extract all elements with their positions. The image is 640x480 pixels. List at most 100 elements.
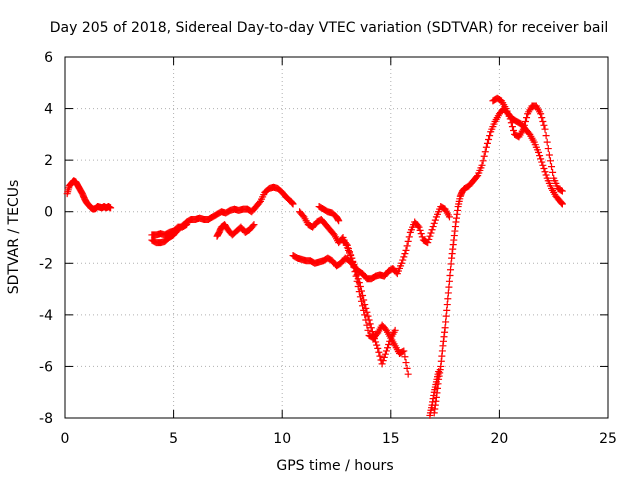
data-point [360,296,368,304]
data-point [364,312,372,320]
data-point [399,256,407,264]
data-point [371,335,379,343]
data-point [385,341,393,349]
data-point [343,241,351,249]
y-tick-label: -2 [39,256,53,272]
data-point [482,143,490,151]
y-tick-label: -8 [39,411,53,427]
data-point [473,173,481,181]
y-tick-label: 4 [44,102,53,118]
data-point [403,242,411,250]
data-point [557,186,565,194]
x-tick-label: 10 [273,431,291,447]
data-point [541,168,549,176]
data-point [378,360,386,368]
data-point [538,158,546,166]
y-tick-label: 0 [44,205,53,221]
data-point [382,347,390,355]
data-point [379,357,387,365]
data-point [381,350,389,358]
data-point [542,132,550,140]
data-point [416,226,424,234]
axis-ticks [64,56,609,419]
data-point [342,240,350,248]
data-point [404,237,412,245]
data-point [353,271,361,279]
data-point [250,221,258,229]
data-point [372,338,380,346]
data-point [182,221,190,229]
data-point [249,222,257,230]
data-point [361,301,369,309]
data-point [405,233,413,241]
data-point [549,168,557,176]
data-point [539,117,547,125]
data-point [401,353,409,361]
data-point [402,359,410,367]
data-point [386,337,394,345]
data-point [374,344,382,352]
data-point [534,148,542,156]
data-point [430,219,438,227]
data-point [183,221,191,229]
data-point [418,233,426,241]
data-point [480,152,488,160]
data-point [255,199,263,207]
data-point [558,187,566,195]
data-point [506,115,514,123]
data-point [351,264,359,272]
data-point [357,287,365,295]
data-point [519,125,527,133]
data-point [402,246,410,254]
data-point [485,136,493,144]
tick-labels: 0 5 10 15 20 25 -8 -6 -4 -2 0 2 4 6 [39,50,617,447]
data-point [380,353,388,361]
data-point [540,165,548,173]
data-point [347,251,355,259]
data-point [400,347,408,355]
data-point [540,121,548,129]
data-point [384,344,392,352]
data-point [481,148,489,156]
data-point [521,117,529,125]
data-point [414,222,422,230]
data-point [349,257,357,265]
data-point [401,250,409,258]
data-point [369,331,377,339]
data-point [545,151,553,159]
data-point [544,145,552,153]
data-point [425,235,433,243]
data-point [428,226,436,234]
x-tick-label: 25 [599,431,617,447]
y-tick-label: 6 [44,50,53,66]
data-point [424,239,432,247]
data-point [415,223,423,231]
data-point [435,368,443,376]
data-point [348,254,356,262]
y-tick-label: -6 [39,359,53,375]
data-point [363,321,371,329]
chart-title: Day 205 of 2018, Sidereal Day-to-day VTE… [50,20,608,36]
x-tick-label: 15 [382,431,400,447]
data-point [539,161,547,169]
data-point [558,200,566,208]
data-point [538,114,546,122]
data-point [426,232,434,240]
data-point [356,282,364,290]
data-point [429,223,437,231]
data-point [486,132,494,140]
data-point [536,152,544,160]
data-point [344,244,352,252]
y-tick-label: -4 [39,308,53,324]
data-point [107,204,115,212]
data-point [541,125,549,133]
data-point [354,275,362,283]
data-point [368,328,376,336]
data-point [403,364,411,372]
data-point [404,370,412,378]
data-point [400,253,408,261]
data-point [523,114,531,122]
data-point [376,352,384,360]
data-point [352,267,360,275]
